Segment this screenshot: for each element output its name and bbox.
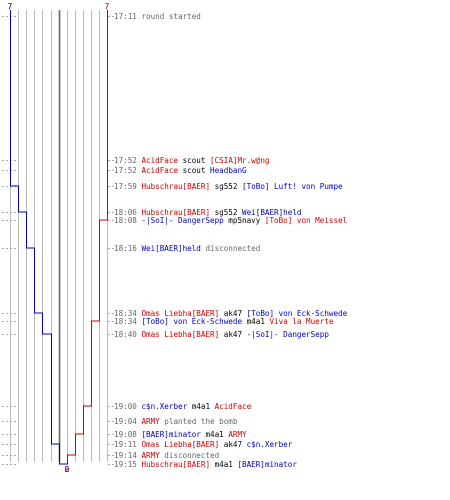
event-time: 19:11 — [114, 440, 142, 449]
event-text: sg552 — [210, 182, 243, 191]
event-text: [BAER]minator — [237, 460, 297, 469]
event-text: Hubschrau[BAER] — [141, 460, 211, 469]
event-row: 18:40 Omas Liebha[BAER] ak47 -|SoI|- Dan… — [114, 330, 329, 340]
event-row: 19:14 ARMY disconnected — [114, 451, 219, 461]
event-text: Hubschrau[BAER] — [141, 182, 211, 191]
event-text: [ToBo] Luft! von Pumpe — [242, 182, 343, 191]
event-text: Omas Liebha[BAER] — [141, 309, 220, 318]
event-text: ak47 — [219, 440, 247, 449]
event-row: 17:52 AcidFace scout [CSIA]Mr.w@ng — [114, 156, 269, 166]
event-text: ARMY — [141, 451, 160, 460]
event-text: planted the bomb — [159, 417, 238, 426]
red-end-count: 2 — [65, 465, 70, 474]
event-text: -|SoI|- DangerSepp — [246, 330, 329, 339]
event-time: 17:59 — [114, 182, 142, 191]
event-text: [ToBo] von Meissel — [264, 216, 348, 225]
event-time: 19:04 — [114, 417, 142, 426]
event-text: m4a1 — [200, 430, 229, 439]
blue-end-count: 0 — [65, 465, 70, 474]
event-row: 18:06 Hubschrau[BAER] sg552 Wei[BAER]hel… — [114, 208, 301, 218]
event-text: [CSIA]Mr.w@ng — [210, 156, 270, 165]
event-text: m4a1 — [242, 317, 270, 326]
event-time: 18:40 — [114, 330, 142, 339]
event-time: 19:00 — [114, 402, 142, 411]
event-time: 17:52 — [114, 156, 142, 165]
event-text: scout — [178, 166, 211, 175]
event-time: 18:34 — [114, 317, 142, 326]
event-text: sg552 — [210, 208, 243, 217]
blue-start-count: 7 — [8, 2, 13, 11]
event-time: 17:52 — [114, 166, 142, 175]
event-text: ARMY — [141, 417, 160, 426]
event-row: 19:04 ARMY planted the bomb — [114, 417, 237, 427]
event-text: m4a1 — [210, 460, 238, 469]
event-row: 17:59 Hubschrau[BAER] sg552 [ToBo] Luft!… — [114, 182, 343, 192]
event-text: c$n.Xerber — [246, 440, 293, 449]
event-text: Viva la Muerte — [269, 317, 334, 326]
event-text: -|SoI|- DangerSepp — [141, 216, 224, 225]
event-text: AcidFace — [141, 156, 179, 165]
event-text: ak47 — [219, 309, 247, 318]
event-time: 18:06 — [114, 208, 142, 217]
event-time: 19:15 — [114, 460, 142, 469]
event-time: 19:14 — [114, 451, 142, 460]
event-text: [ToBo] von Eck-Schwede — [141, 317, 243, 326]
event-text: ARMY — [228, 430, 247, 439]
event-row: 17:52 AcidFace scout HeadbanG — [114, 166, 247, 176]
event-text: disconnected — [200, 244, 261, 253]
event-text: ak47 — [219, 330, 247, 339]
event-row: 18:34 [ToBo] von Eck-Schwede m4a1 Viva l… — [114, 317, 333, 327]
event-text: Wei[BAER]held — [141, 244, 201, 253]
event-text: scout — [178, 156, 211, 165]
blue-team-alive-line — [10, 10, 68, 465]
event-text: round started — [141, 12, 201, 21]
event-text: AcidFace — [141, 166, 179, 175]
event-row: 17:11 round started — [114, 12, 201, 22]
event-text: m4a1 — [187, 402, 215, 411]
event-row: 18:08 -|SoI|- DangerSepp mp5navy [ToBo] … — [114, 216, 347, 226]
event-text: AcidFace — [214, 402, 252, 411]
event-row: 19:11 Omas Liebha[BAER] ak47 c$n.Xerber — [114, 440, 292, 450]
event-text: HeadbanG — [210, 166, 247, 175]
event-time: 18:08 — [114, 216, 142, 225]
event-time: 18:34 — [114, 309, 142, 318]
event-time: 17:11 — [114, 12, 142, 21]
event-time: 18:16 — [114, 244, 142, 253]
event-text: [BAER]minator — [141, 430, 201, 439]
event-text: mp5navy — [223, 216, 265, 225]
event-text: Hubschrau[BAER] — [141, 208, 211, 217]
event-time: 19:08 — [114, 430, 142, 439]
event-text: disconnected — [159, 451, 220, 460]
event-text: Omas Liebha[BAER] — [141, 440, 220, 449]
event-text: Wei[BAER]held — [242, 208, 302, 217]
red-team-alive-line — [67, 10, 108, 462]
event-row: 19:00 c$n.Xerber m4a1 AcidFace — [114, 402, 251, 412]
event-text: Omas Liebha[BAER] — [141, 330, 220, 339]
red-start-count: 7 — [105, 2, 110, 11]
event-text: [ToBo] von Eck-Schwede — [246, 309, 348, 318]
event-row: 19:15 Hubschrau[BAER] m4a1 [BAER]minator — [114, 460, 297, 470]
event-row: 18:34 Omas Liebha[BAER] ak47 [ToBo] von … — [114, 309, 347, 319]
event-row: 18:16 Wei[BAER]held disconnected — [114, 244, 260, 254]
event-text: c$n.Xerber — [141, 402, 188, 411]
event-row: 19:08 [BAER]minator m4a1 ARMY — [114, 430, 247, 440]
